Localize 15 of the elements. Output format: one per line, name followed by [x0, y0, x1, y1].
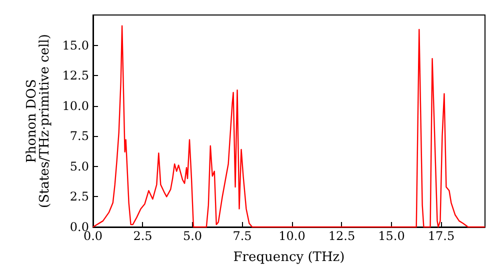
y-tick-label: 15.0	[62, 38, 89, 52]
y-axis-title: Phonon DOS (States/THz·primitive cell)	[24, 34, 52, 208]
x-tick-label: 10.0	[278, 229, 306, 243]
x-tick-label: 2.5	[133, 229, 152, 243]
y-tick-label: 10.0	[62, 98, 89, 113]
y-tick-label: 2.5	[70, 190, 89, 204]
y-tick-label: 5.0	[70, 159, 89, 174]
x-tick-label: 5.0	[182, 229, 202, 243]
x-tick-label: 7.5	[232, 229, 252, 243]
y-tick-label: 12.5	[62, 68, 89, 83]
x-tick-label: 12.5	[328, 229, 356, 243]
x-tick-label: 17.5	[428, 229, 455, 243]
x-axis-title: Frequency (THz)	[233, 250, 345, 265]
y-tick-label: 7.5	[70, 129, 89, 144]
x-tick-label: 15.0	[378, 229, 405, 243]
